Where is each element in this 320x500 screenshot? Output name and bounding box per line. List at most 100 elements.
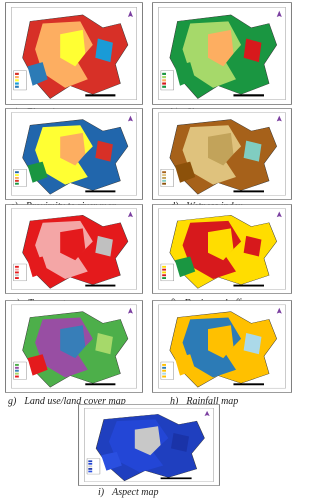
legend-swatch: [15, 174, 19, 177]
map-region: [243, 38, 262, 63]
legend-swatch: [15, 82, 19, 85]
map: [152, 2, 292, 105]
map-region: [95, 140, 113, 162]
legend-swatch: [162, 265, 166, 268]
map-graticule: [84, 408, 214, 482]
legend-swatch: [162, 363, 166, 366]
map-region: [95, 235, 113, 257]
map-region: [208, 228, 234, 261]
map-region: [60, 325, 86, 359]
map: [5, 2, 143, 105]
caption: h) Rainfall map: [170, 396, 238, 407]
legend-swatch: [15, 271, 19, 274]
map-panel: [5, 204, 143, 294]
caption-caption: Aspect map: [112, 487, 159, 498]
caption-caption: Rainfall map: [186, 396, 239, 407]
legend-swatch: [162, 174, 166, 177]
legend-swatch: [15, 79, 19, 82]
legend-swatch: [162, 366, 166, 369]
scale-bar: [85, 284, 116, 287]
legend-swatch: [15, 182, 19, 185]
legend-swatch: [162, 372, 166, 375]
legend-swatch: [15, 369, 19, 372]
legend-box: [13, 70, 27, 91]
map-region: [27, 354, 48, 376]
legend-swatch: [15, 76, 19, 79]
legend-swatch: [15, 179, 19, 182]
legend-swatch: [88, 468, 93, 470]
map-region: [101, 451, 122, 471]
map-region: [60, 29, 86, 67]
legend-swatch: [88, 460, 93, 463]
north-arrow: [127, 115, 133, 122]
legend-swatch: [162, 82, 166, 85]
map-graticule: [11, 208, 137, 290]
legend-swatch: [15, 171, 19, 174]
map-region: [174, 62, 196, 86]
map-region: [95, 332, 113, 355]
north-arrow: [276, 115, 282, 122]
scale-bar: [233, 383, 264, 386]
legend-swatch: [15, 85, 19, 88]
map-region: [208, 325, 234, 359]
map-graticule: [158, 304, 286, 389]
legend-swatch: [88, 470, 93, 473]
map-panel: [152, 300, 292, 393]
legend-swatch: [162, 375, 166, 378]
legend-swatch: [162, 179, 166, 182]
legend-box: [160, 263, 174, 282]
map-region: [243, 140, 262, 162]
north-arrow: [127, 307, 133, 314]
map-panel: [5, 2, 143, 105]
north-arrow: [276, 211, 282, 218]
legend-box: [13, 361, 27, 380]
legend-box: [86, 458, 101, 475]
map: [78, 404, 220, 486]
legend-swatch: [15, 72, 19, 75]
legend-swatch: [162, 79, 166, 82]
legend-box: [160, 169, 174, 187]
north-arrow: [276, 307, 282, 314]
legend-box: [160, 70, 174, 91]
legend-box: [160, 361, 174, 380]
figure: a)Elevation mapb)Slope mapc)Proximity to…: [5, 2, 292, 498]
legend-swatch: [162, 85, 166, 88]
legend-swatch: [162, 369, 166, 372]
map-region: [27, 161, 48, 183]
map-region: [60, 132, 86, 166]
caption-label: i): [98, 487, 105, 498]
map-graticule: [11, 112, 137, 196]
legend-swatch: [162, 277, 166, 279]
map-graticule: [158, 112, 286, 196]
scale-bar: [160, 477, 192, 480]
map: [152, 204, 292, 294]
legend-swatch: [15, 268, 19, 271]
map-region: [27, 62, 48, 86]
map-graticule: [158, 208, 286, 290]
legend-swatch: [15, 372, 19, 375]
legend-swatch: [88, 465, 93, 468]
map-panel: [152, 2, 292, 105]
map-region: [95, 38, 113, 63]
map-region: [243, 235, 262, 257]
map: [5, 108, 143, 200]
legend-swatch: [15, 277, 19, 279]
north-arrow: [204, 410, 210, 416]
legend-box: [13, 263, 27, 282]
scale-bar: [233, 94, 264, 97]
caption: i) Aspect map: [98, 487, 159, 498]
map-region: [208, 132, 234, 166]
map-graticule: [11, 304, 137, 389]
map-graticule: [158, 7, 286, 100]
map: [5, 204, 143, 294]
north-arrow: [127, 10, 133, 18]
map: [5, 300, 143, 393]
scale-bar: [233, 190, 264, 193]
map-region: [243, 332, 262, 355]
scale-bar: [85, 383, 116, 386]
legend-swatch: [162, 76, 166, 79]
caption-caption: Land use/land cover map: [24, 396, 126, 407]
map-region: [174, 354, 196, 376]
map-panel: [152, 204, 292, 294]
map-panel: [5, 300, 143, 393]
